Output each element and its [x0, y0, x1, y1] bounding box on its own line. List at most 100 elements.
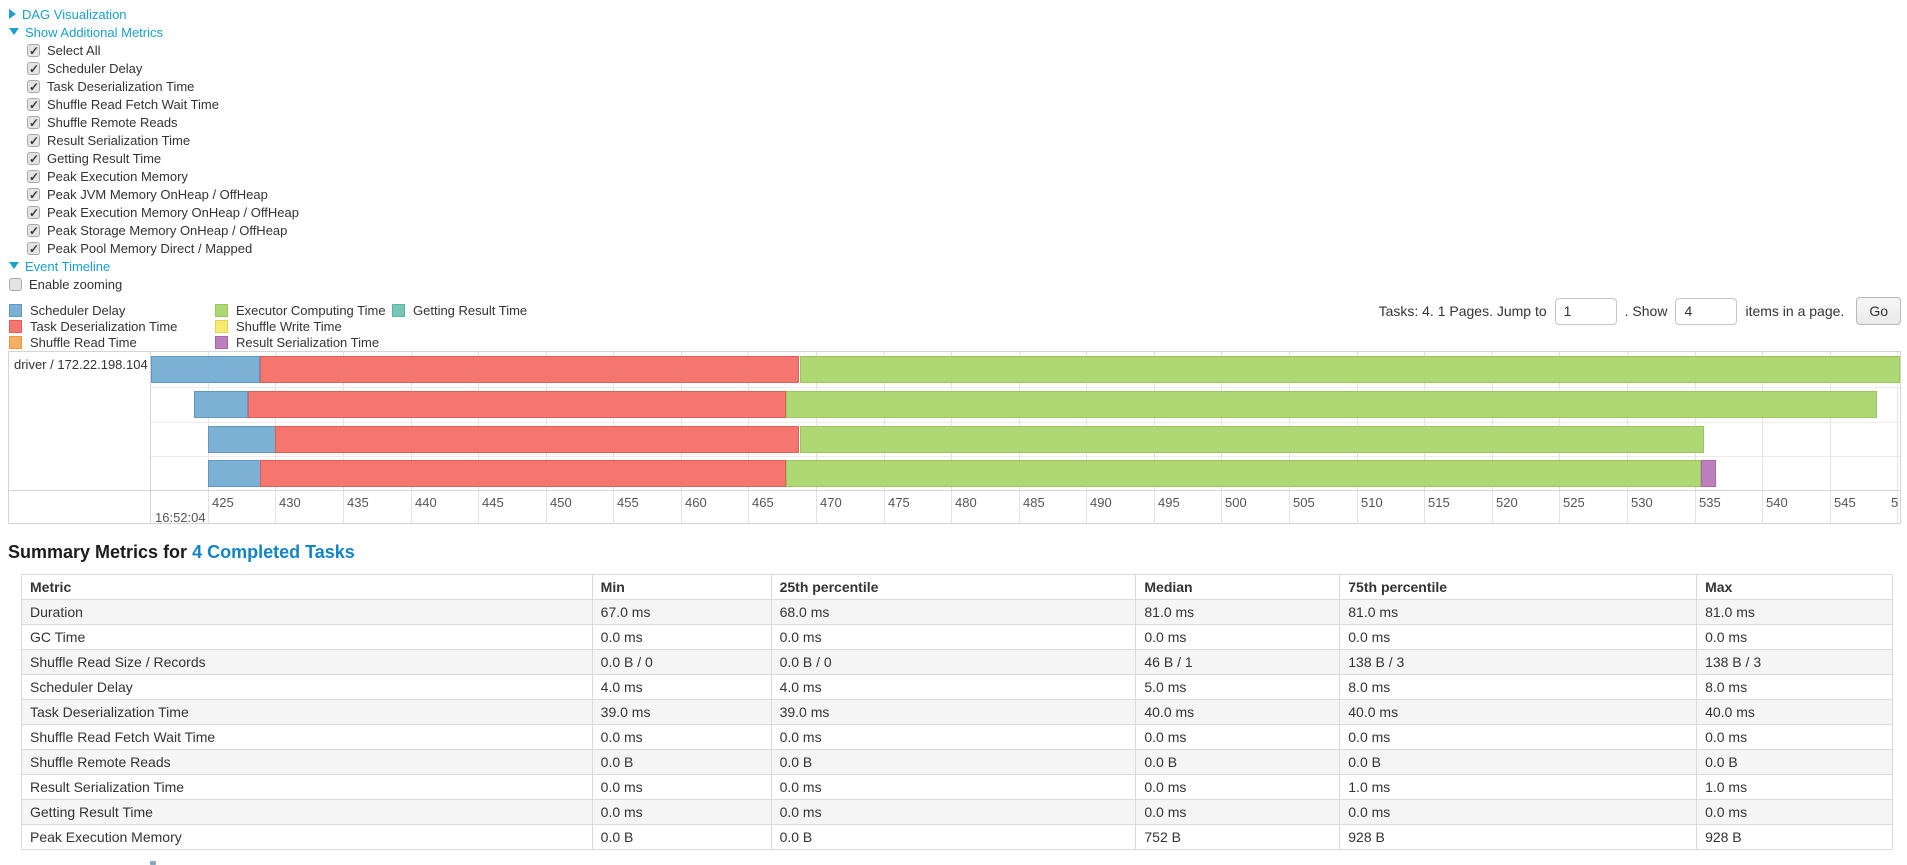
legend-swatch-shuffle_write	[215, 320, 228, 333]
metric-checkbox[interactable]	[27, 240, 40, 258]
summary-table-cell: 0.0 ms	[1135, 799, 1341, 825]
pagination-suffix-text: items in a page.	[1745, 303, 1845, 319]
timeline-tick-label: 470	[820, 495, 842, 510]
metric-checkbox[interactable]	[27, 168, 40, 186]
summary-table-cell: 0.0 ms	[1696, 724, 1893, 750]
metric-checkbox-row: Peak Storage Memory OnHeap / OffHeap	[27, 222, 1907, 240]
timeline-tick-label: 520	[1496, 495, 1518, 510]
metric-checkbox[interactable]	[27, 60, 40, 78]
legend-item: Getting Result Time	[392, 303, 527, 319]
metric-checkbox[interactable]	[27, 78, 40, 96]
summary-table-cell: 8.0 ms	[1696, 674, 1893, 700]
metric-checkbox-label: Getting Result Time	[47, 151, 162, 166]
summary-table-cell: 68.0 ms	[770, 599, 1137, 625]
completed-tasks-link[interactable]: 4 Completed Tasks	[192, 542, 355, 562]
metric-checkbox-label: Peak Execution Memory	[47, 169, 188, 184]
summary-table-header-row: Metric Min 25th percentile Median 75th perce…	[21, 574, 1893, 600]
summary-table-cell: 81.0 ms	[1339, 599, 1698, 625]
show-additional-metrics-link[interactable]: Show Additional Metrics	[25, 25, 164, 40]
task-bar-segment-result_serialization[interactable]	[1701, 460, 1716, 487]
metric-checkbox[interactable]	[27, 186, 40, 204]
metric-checkbox-label: Task Deserialization Time	[47, 79, 195, 94]
summary-column-header: 75th percentile	[1339, 574, 1698, 600]
summary-metrics-table: Metric Min 25th percentile Median 75th perce…	[21, 574, 1893, 850]
dag-visualization-link[interactable]: DAG Visualization	[22, 7, 127, 22]
timeline-row-line	[151, 387, 1900, 388]
collapsed-arrow-icon	[9, 9, 16, 19]
metric-checkbox-label: Result Serialization Time	[47, 133, 191, 148]
summary-table-cell: 39.0 ms	[770, 699, 1137, 725]
task-bar-segment-executor_computing[interactable]	[786, 460, 1701, 487]
timeline-tick-label: 485	[1023, 495, 1045, 510]
summary-table-cell: 81.0 ms	[1135, 599, 1341, 625]
timeline-executor-label-text: driver / 172.22.198.104	[14, 357, 148, 372]
legend-item: Task Deserialization Time	[9, 319, 193, 335]
summary-table-cell: 0.0 ms	[1696, 799, 1893, 825]
summary-table-cell: Shuffle Read Size / Records	[21, 649, 593, 675]
timeline-tick-label: 480	[955, 495, 977, 510]
summary-table-cell: 0.0 ms	[591, 799, 772, 825]
summary-table-cell: 0.0 B	[591, 824, 772, 850]
legend-label: Getting Result Time	[413, 303, 528, 318]
additional-metrics-checkbox-list: Select All Scheduler Delay Task Deserializ…	[27, 42, 1907, 258]
task-bar-segment-executor_computing[interactable]	[800, 356, 1900, 383]
task-bar-segment-scheduler_delay[interactable]	[208, 460, 261, 487]
summary-table-cell: 0.0 B	[770, 824, 1137, 850]
enable-zooming-checkbox[interactable]	[9, 278, 22, 291]
metric-checkbox-label: Select All	[47, 43, 101, 58]
pagination-mid-text: . Show	[1624, 303, 1668, 319]
summary-table-row: Task Deserialization Time 39.0 ms 39.0 ms 4…	[21, 699, 1893, 725]
task-pagination: Tasks: 4. 1 Pages. Jump to . Show items …	[1375, 297, 1901, 325]
metric-checkbox[interactable]	[27, 204, 40, 222]
task-bar-segment-executor_computing[interactable]	[800, 426, 1704, 453]
legend-swatch-getting_result	[392, 304, 405, 317]
summary-table-cell: 138 B / 3	[1339, 649, 1698, 675]
task-bar-segment-scheduler_delay[interactable]	[208, 426, 276, 453]
event-timeline-link[interactable]: Event Timeline	[25, 259, 111, 274]
summary-table-cell: 40.0 ms	[1339, 699, 1698, 725]
metric-checkbox-label: Peak JVM Memory OnHeap / OffHeap	[47, 187, 268, 202]
items-per-page-input[interactable]	[1675, 297, 1738, 325]
summary-table-cell: 39.0 ms	[591, 699, 772, 725]
metric-checkbox[interactable]	[27, 150, 40, 168]
task-bar-segment-task_deserialization[interactable]	[248, 391, 786, 418]
legend-swatch-scheduler_delay	[9, 304, 22, 317]
clipped-next-section	[150, 861, 156, 865]
timeline-tick-label: 430	[279, 495, 301, 510]
summary-table-cell: 0.0 ms	[770, 624, 1137, 650]
summary-table-cell: 4.0 ms	[770, 674, 1137, 700]
metric-checkbox-row: Shuffle Read Fetch Wait Time	[27, 96, 1907, 114]
summary-table-cell: 81.0 ms	[1696, 599, 1893, 625]
task-bar-segment-task_deserialization[interactable]	[260, 356, 799, 383]
summary-table-cell: 40.0 ms	[1135, 699, 1341, 725]
task-bar-segment-scheduler_delay[interactable]	[151, 356, 260, 383]
metric-checkbox-row: Peak Pool Memory Direct / Mapped	[27, 240, 1907, 258]
task-bar-segment-task_deserialization[interactable]	[275, 426, 799, 453]
task-bar-segment-scheduler_delay[interactable]	[194, 391, 248, 418]
summary-table-cell: 4.0 ms	[591, 674, 772, 700]
timeline-tick-label: 460	[685, 495, 707, 510]
metric-checkbox[interactable]	[27, 132, 40, 150]
summary-column-header: Median	[1135, 574, 1341, 600]
task-bar-segment-executor_computing[interactable]	[786, 391, 1877, 418]
jump-to-page-input[interactable]	[1554, 297, 1617, 325]
metric-checkbox-row: Select All	[27, 42, 1907, 60]
go-button[interactable]: Go	[1856, 297, 1901, 325]
metric-checkbox[interactable]	[27, 114, 40, 132]
metric-checkbox[interactable]	[27, 222, 40, 240]
summary-table-cell: 0.0 ms	[591, 724, 772, 750]
timeline-row-line	[151, 456, 1900, 457]
metric-checkbox[interactable]	[27, 96, 40, 114]
summary-table-cell: 0.0 ms	[1135, 774, 1341, 800]
summary-table-row: Getting Result Time 0.0 ms 0.0 ms 0.0 ms 0.0…	[21, 799, 1893, 825]
show-additional-metrics-row: Show Additional Metrics	[9, 24, 1907, 42]
summary-table-cell: Task Deserialization Time	[21, 699, 593, 725]
metric-checkbox-label: Peak Pool Memory Direct / Mapped	[47, 241, 253, 256]
timeline-gridline	[1830, 352, 1831, 523]
summary-table-cell: 0.0 ms	[591, 624, 772, 650]
summary-table-cell: 0.0 ms	[1339, 799, 1698, 825]
timeline-major-time-label: 16:52:04	[155, 510, 206, 523]
task-bar-segment-task_deserialization[interactable]	[260, 460, 786, 487]
metric-checkbox[interactable]	[27, 42, 40, 60]
summary-table-cell: 5.0 ms	[1135, 674, 1341, 700]
